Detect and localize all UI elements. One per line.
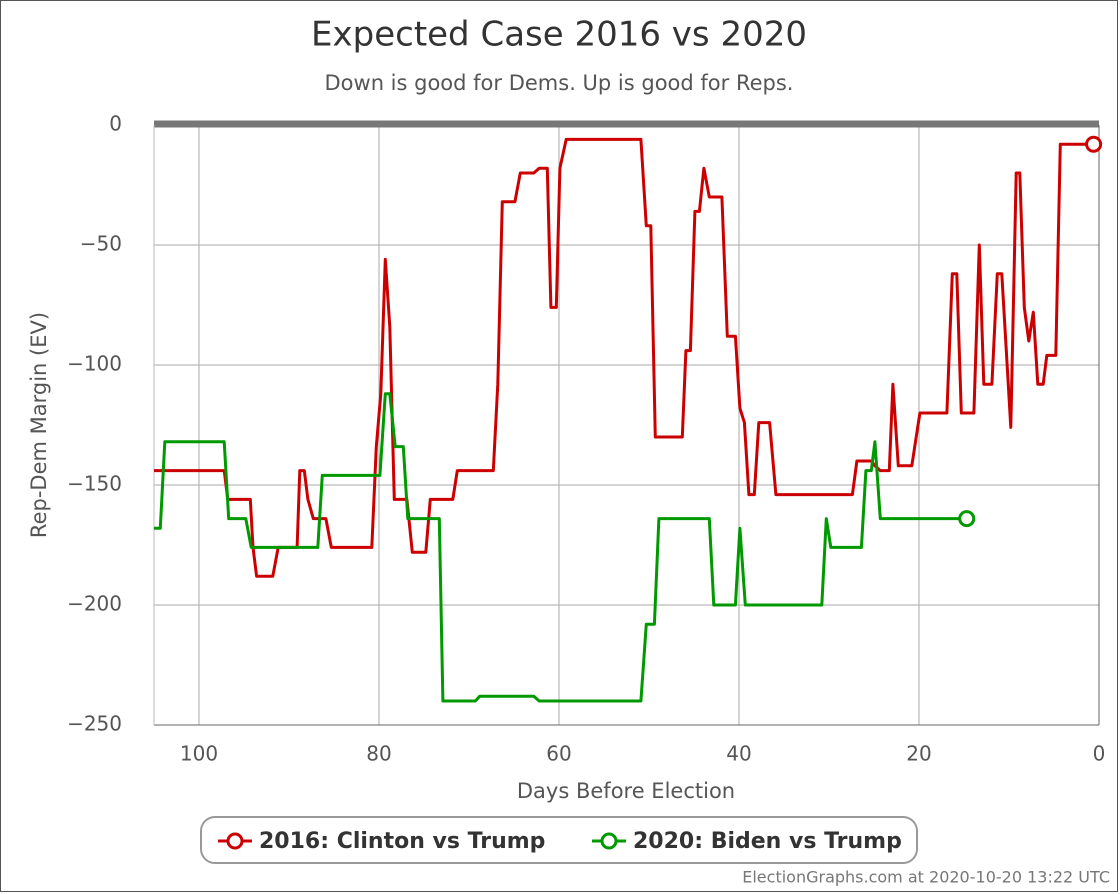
chart-title: Expected Case 2016 vs 2020 bbox=[311, 15, 807, 55]
chart-subtitle: Down is good for Dems. Up is good for Re… bbox=[325, 71, 794, 95]
y-tick-label: −50 bbox=[80, 232, 122, 256]
series-line bbox=[154, 392, 967, 703]
legend-label: 2020: Biden vs Trump bbox=[633, 829, 902, 854]
legend-label: 2016: Clinton vs Trump bbox=[259, 829, 545, 854]
legend-marker bbox=[600, 832, 618, 850]
end-marker bbox=[1085, 135, 1103, 153]
plot-area bbox=[154, 125, 1099, 725]
y-tick-label: −100 bbox=[67, 352, 122, 376]
x-tick-label: 20 bbox=[906, 742, 931, 766]
y-tick-label: −150 bbox=[67, 472, 122, 496]
x-tick-label: 0 bbox=[1093, 742, 1106, 766]
x-tick-label: 40 bbox=[726, 742, 751, 766]
x-tick-label: 80 bbox=[366, 742, 391, 766]
legend-marker bbox=[226, 832, 244, 850]
y-tick-label: 0 bbox=[109, 112, 122, 136]
y-tick-label: −200 bbox=[67, 592, 122, 616]
y-axis-label: Rep-Dem Margin (EV) bbox=[27, 312, 51, 538]
y-tick-label: −250 bbox=[67, 712, 122, 736]
series-line bbox=[154, 137, 1094, 578]
legend-box bbox=[200, 816, 918, 864]
footer: ElectionGraphs.com at 2020-10-20 13:22 U… bbox=[742, 868, 1110, 887]
x-tick-label: 100 bbox=[180, 742, 218, 766]
x-axis-label: Days Before Election bbox=[517, 779, 735, 803]
x-tick-label: 60 bbox=[546, 742, 571, 766]
end-marker bbox=[958, 510, 976, 528]
